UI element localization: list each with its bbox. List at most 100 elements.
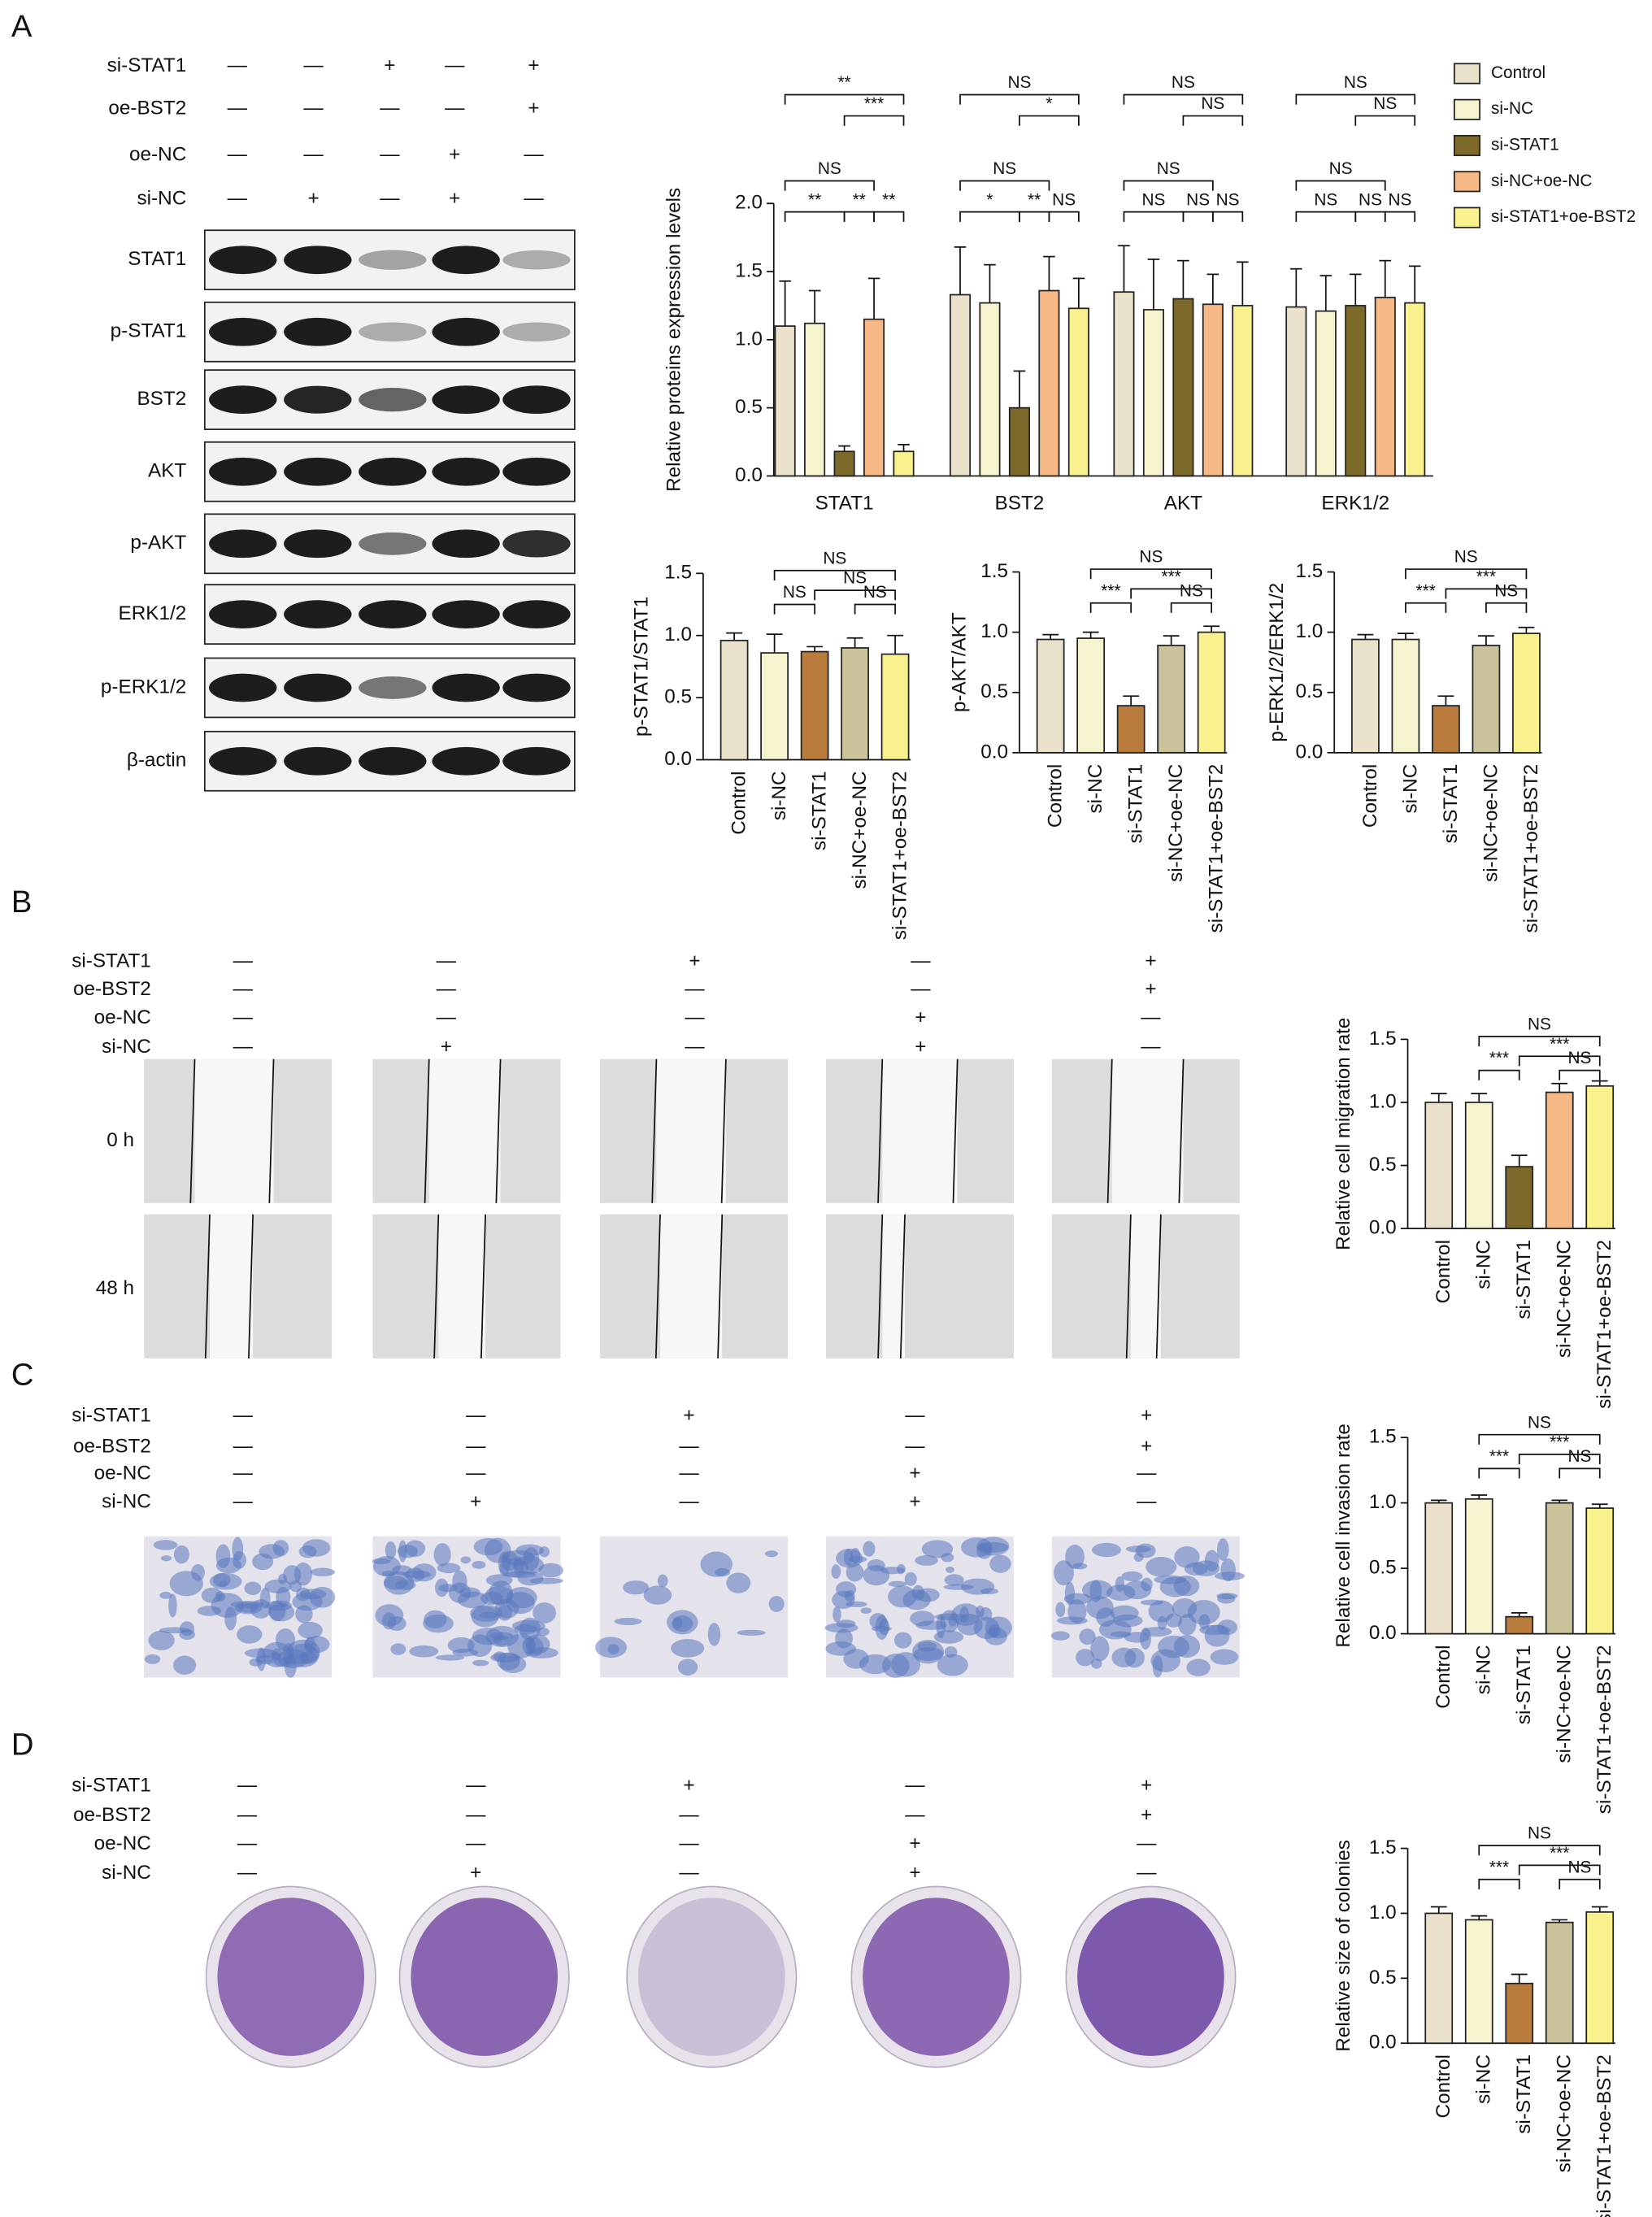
cell-cluster bbox=[515, 1544, 544, 1557]
cell-cluster bbox=[1054, 1560, 1074, 1586]
scratch-edge bbox=[877, 1214, 884, 1358]
scratch-edge bbox=[248, 1214, 254, 1358]
cell-cluster bbox=[1216, 1538, 1229, 1561]
treatment-sign: — bbox=[466, 1463, 486, 1485]
treatment-sign: — bbox=[679, 1490, 699, 1512]
cell-cluster bbox=[153, 1540, 178, 1550]
scratch-edge bbox=[424, 1059, 430, 1203]
bar bbox=[719, 639, 749, 761]
cell-cluster bbox=[302, 1539, 331, 1557]
blot-band bbox=[359, 250, 427, 270]
cell-cluster bbox=[1210, 1649, 1239, 1665]
x-tick-label: si-NC bbox=[1473, 2054, 1495, 2104]
legend-swatch bbox=[1453, 135, 1480, 157]
cell-cluster bbox=[472, 1560, 486, 1569]
blot-band bbox=[502, 673, 571, 702]
cell-cluster bbox=[614, 1617, 642, 1625]
blot-band bbox=[284, 317, 352, 346]
y-tick-label: 1.0 bbox=[1369, 1491, 1397, 1513]
cell-cluster bbox=[252, 1553, 274, 1571]
treatment-sign: + bbox=[683, 1775, 694, 1797]
bar bbox=[1351, 638, 1380, 754]
y-tick-label: 0.0 bbox=[1369, 1622, 1397, 1644]
bar bbox=[979, 302, 1001, 477]
cell-cluster bbox=[880, 1567, 906, 1575]
blot-band bbox=[359, 322, 427, 342]
y-tick-label: 1.5 bbox=[1369, 1426, 1397, 1448]
significance-label: ** bbox=[853, 190, 866, 209]
treatment-sign: — bbox=[1141, 1036, 1161, 1058]
bar bbox=[1391, 638, 1420, 754]
legend-swatch bbox=[1453, 171, 1480, 193]
blot-band bbox=[209, 385, 277, 415]
significance-label: ** bbox=[1028, 190, 1041, 209]
cell-cluster bbox=[915, 1554, 938, 1566]
cell-cluster bbox=[296, 1587, 311, 1602]
blot-band bbox=[502, 457, 571, 486]
cell-cluster bbox=[472, 1628, 504, 1645]
significance-bracket bbox=[1518, 1454, 1601, 1465]
cell-cluster bbox=[173, 1545, 189, 1564]
bar bbox=[1157, 645, 1186, 754]
cell-cluster bbox=[405, 1567, 425, 1582]
y-tick-label: 1.5 bbox=[1369, 1837, 1397, 1858]
treatment-sign: — bbox=[1137, 1832, 1157, 1854]
treatment-sign: — bbox=[911, 950, 931, 972]
cell-cluster bbox=[825, 1641, 857, 1656]
significance-bracket bbox=[1212, 211, 1244, 222]
treatment-sign: — bbox=[905, 1775, 925, 1797]
cell-cluster bbox=[943, 1584, 974, 1590]
cell-cluster bbox=[511, 1619, 546, 1632]
bar bbox=[1424, 1912, 1454, 2045]
cell-cluster bbox=[677, 1658, 698, 1676]
treatment-name: oe-NC bbox=[94, 1006, 151, 1028]
scratch-edge bbox=[717, 1214, 724, 1358]
x-tick-label: si-STAT1+oe-BST2 bbox=[1206, 764, 1228, 933]
treatment-sign: — bbox=[466, 1832, 486, 1854]
treatment-sign: + bbox=[1141, 1405, 1152, 1427]
y-tick-label: 1.0 bbox=[980, 620, 1008, 642]
x-tick-label: si-STAT1 bbox=[1513, 2054, 1535, 2134]
treatment-sign: — bbox=[679, 1832, 699, 1854]
cell-cluster bbox=[1090, 1636, 1110, 1662]
cell-cluster bbox=[397, 1545, 419, 1558]
scratch-gap bbox=[660, 1214, 723, 1358]
significance-bracket bbox=[1478, 1845, 1601, 1856]
significance-bracket bbox=[1182, 211, 1214, 222]
cell-cluster bbox=[237, 1625, 263, 1644]
significance-label: *** bbox=[1550, 1035, 1569, 1054]
cell-cluster bbox=[1217, 1593, 1236, 1604]
y-tick-label: 1.0 bbox=[664, 624, 692, 646]
cell-cluster bbox=[831, 1564, 841, 1580]
cell-cluster bbox=[867, 1559, 885, 1571]
treatment-sign: + bbox=[1141, 1436, 1152, 1458]
significance-bracket bbox=[1478, 1467, 1520, 1479]
cell-cluster bbox=[976, 1543, 993, 1559]
significance-label: NS bbox=[1454, 548, 1478, 567]
scratch-edge bbox=[495, 1059, 502, 1203]
scratch-image bbox=[826, 1214, 1014, 1358]
cell-cluster bbox=[980, 1588, 998, 1595]
significance-label: *** bbox=[864, 94, 884, 113]
blot-band bbox=[209, 529, 277, 559]
legend-swatch bbox=[1453, 63, 1480, 85]
cell-cluster bbox=[1067, 1599, 1087, 1624]
treatment-name: si-NC bbox=[137, 187, 187, 209]
significance-label: NS bbox=[818, 159, 841, 178]
scratch-edge bbox=[204, 1214, 211, 1358]
blot-band bbox=[359, 746, 427, 776]
treatment-name: si-STAT1 bbox=[72, 950, 151, 972]
treatment-sign: + bbox=[1145, 978, 1156, 1000]
x-tick-label: Control bbox=[1432, 1645, 1454, 1708]
bar bbox=[1202, 303, 1224, 477]
cell-cluster bbox=[499, 1558, 529, 1578]
cell-cluster bbox=[1063, 1593, 1093, 1605]
bar bbox=[1424, 1502, 1454, 1635]
cell-cluster bbox=[144, 1654, 161, 1664]
blot-band bbox=[359, 600, 427, 629]
significance-label: NS bbox=[1528, 1413, 1551, 1432]
cell-cluster bbox=[533, 1602, 557, 1624]
significance-bracket bbox=[1089, 568, 1213, 580]
bar bbox=[1142, 309, 1164, 477]
y-tick-label: 0.5 bbox=[1369, 1967, 1397, 1989]
